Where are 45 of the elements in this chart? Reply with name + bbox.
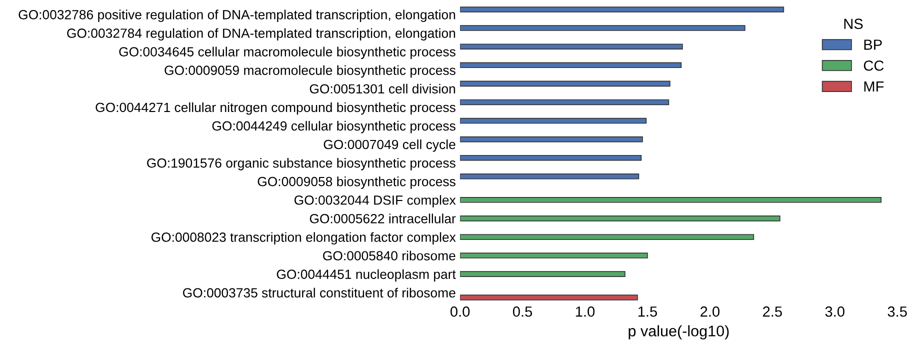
y-tick-label: GO:0005622 intracellular xyxy=(310,214,456,224)
x-tick-label: 1.0 xyxy=(576,306,595,317)
x-tick-label: 3.5 xyxy=(888,306,907,317)
bar xyxy=(460,136,643,142)
y-tick-label: GO:0032784 regulation of DNA-templated transcription, elongation xyxy=(67,28,456,41)
bar xyxy=(460,80,670,87)
x-tick-label: 0.0 xyxy=(450,306,470,317)
y-tick-label: GO:0044271 cellular nitrogen compound biosynthetic process xyxy=(96,102,456,115)
legend-label: BP xyxy=(864,40,882,50)
y-tick-label: GO:0005840 ribosome xyxy=(323,250,456,260)
bar xyxy=(460,216,780,222)
bar xyxy=(460,154,642,161)
y-tick-label: GO:0044249 cellular biosynthetic process xyxy=(212,120,456,134)
x-axis-title: p value(-log10) xyxy=(628,325,729,340)
bar xyxy=(460,234,754,240)
bar xyxy=(460,25,746,31)
y-tick-label: GO:0034645 cellular macromolecule biosynthetic process xyxy=(119,46,456,60)
legend-title: NS xyxy=(844,18,863,30)
bar xyxy=(460,118,647,124)
bar xyxy=(460,44,683,50)
bar xyxy=(460,6,784,12)
bar xyxy=(460,62,682,68)
y-tick-label: GO:0051301 cell division xyxy=(310,84,456,94)
y-tick-label: GO:0032044 DSIF complex xyxy=(294,195,456,208)
bar xyxy=(460,99,670,106)
y-tick-label: GO:0009058 biosynthetic process xyxy=(258,176,456,189)
x-tick-label: 2.0 xyxy=(700,306,720,317)
x-tick-label: 2.5 xyxy=(762,306,782,317)
y-tick-label: GO:0008023 transcription elongation factor complex xyxy=(151,232,456,244)
y-tick-label: GO:0044451 nucleoplasm part xyxy=(276,269,456,282)
bar xyxy=(460,174,640,180)
x-tick-label: 0.5 xyxy=(512,306,532,317)
y-tick-label: GO:0032786 positive regulation of DNA-templated transcription, elongation xyxy=(18,10,456,22)
bar xyxy=(460,294,638,300)
bar xyxy=(460,252,648,258)
bar xyxy=(460,271,626,277)
y-tick-label: GO:0009059 macromolecule biosynthetic process xyxy=(164,65,456,78)
x-tick-label: 3.0 xyxy=(825,306,844,317)
y-tick-label: GO:0003735 structural constituent of ribosome xyxy=(183,288,456,298)
y-tick-label: GO:1901576 organic substance biosynthetic process xyxy=(147,158,456,170)
legend-label: MF xyxy=(864,81,884,92)
y-tick-label: GO:0007049 cell cycle xyxy=(324,139,456,152)
bar xyxy=(460,196,882,203)
legend-label: CC xyxy=(864,60,884,71)
x-tick-label: 1.5 xyxy=(638,306,657,317)
